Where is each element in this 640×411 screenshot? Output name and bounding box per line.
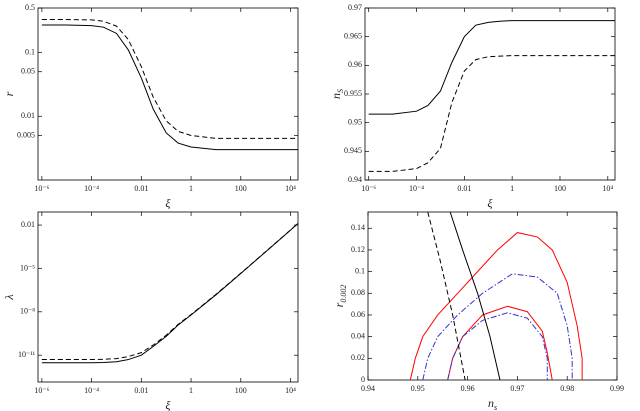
y-tick-label: 0.5 <box>25 3 35 12</box>
x-tick-label: 10⁻⁴ <box>84 386 99 395</box>
series-line <box>41 24 298 151</box>
x-tick-label: 100 <box>235 386 247 395</box>
y-tick-label: 0.1 <box>25 47 35 56</box>
label-base: ξ <box>165 196 171 210</box>
x-tick-label: 0.99 <box>610 384 624 393</box>
x-tick-label: 10⁻⁴ <box>409 184 424 193</box>
series-line <box>447 312 548 381</box>
y-tick-label: 0.97 <box>348 3 362 12</box>
series-line <box>41 19 298 139</box>
x-tick-label: 10⁴ <box>285 184 296 193</box>
y-tick-label: 0.14 <box>351 223 365 232</box>
x-tick-label: 10⁴ <box>285 386 296 395</box>
label-base: r <box>332 302 346 307</box>
x-tick-label: 0.96 <box>461 384 475 393</box>
x-tick-label: 0.01 <box>134 386 148 395</box>
plot-frame <box>367 211 618 381</box>
y-tick-label: 0.965 <box>344 31 362 40</box>
series-line <box>41 223 299 364</box>
x-axis-label: ns <box>488 396 497 411</box>
y-tick-label: 0.01 <box>21 220 35 229</box>
y-axis-label: nS <box>329 89 346 99</box>
y-axis-label: r <box>2 91 16 96</box>
series-line <box>447 305 553 381</box>
y-tick-label: 0.94 <box>348 175 362 184</box>
y-tick-label: 0.955 <box>344 89 362 98</box>
x-tick-label: 0.01 <box>457 184 471 193</box>
y-axis-label: r0.002 <box>332 285 349 308</box>
plot-frame <box>37 211 299 383</box>
x-tick-label: 10⁻⁶ <box>361 184 376 193</box>
label-base: n <box>488 396 494 410</box>
x-tick-label: 10⁻⁶ <box>34 184 49 193</box>
label-base: ξ <box>487 196 493 210</box>
y-tick-label: 0 <box>361 375 365 384</box>
series-line <box>368 20 615 115</box>
series-line <box>368 55 615 172</box>
series-line <box>41 223 299 361</box>
y-axis-label: λ <box>2 294 16 300</box>
x-tick-label: 1 <box>510 184 514 193</box>
y-tick-label: 0.08 <box>351 288 365 297</box>
label-base: n <box>329 93 343 99</box>
plot-frame <box>364 7 616 181</box>
x-tick-label: 10⁻⁶ <box>34 386 49 395</box>
x-tick-label: 0.97 <box>510 384 524 393</box>
plot-frame <box>37 7 299 181</box>
y-tick-label: 0.06 <box>351 310 365 319</box>
label-sub: 0.002 <box>339 285 348 303</box>
y-tick-label: 0.02 <box>351 353 365 362</box>
series-line <box>449 211 501 381</box>
label-base: r <box>2 91 16 96</box>
x-tick-label: 0.01 <box>134 184 148 193</box>
y-tick-label: 0.96 <box>348 60 362 69</box>
label-sub: s <box>494 403 497 411</box>
y-tick-label: 0.04 <box>351 331 365 340</box>
x-tick-label: 100 <box>235 184 247 193</box>
series-line <box>422 273 573 381</box>
y-tick-label: 0.95 <box>348 117 362 126</box>
x-tick-label: 0.94 <box>361 384 375 393</box>
series-line <box>409 232 583 381</box>
x-tick-label: 0.98 <box>560 384 574 393</box>
y-tick-label: 10⁻⁸ <box>20 307 35 316</box>
x-axis-label: ξ <box>165 398 171 411</box>
x-tick-label: 1 <box>189 184 193 193</box>
x-axis-label: ξ <box>165 196 171 210</box>
y-tick-label: 0.12 <box>351 245 365 254</box>
label-sub: S <box>336 89 345 93</box>
label-base: ξ <box>165 398 171 411</box>
x-tick-label: 100 <box>554 184 566 193</box>
y-tick-label: 0.01 <box>21 111 35 120</box>
y-tick-label: 10⁻¹¹ <box>18 350 36 359</box>
label-base: λ <box>2 294 16 300</box>
x-tick-label: 1 <box>189 386 193 395</box>
x-tick-label: 10⁻⁴ <box>84 184 99 193</box>
x-tick-label: 0.95 <box>411 384 425 393</box>
series-line <box>427 211 466 381</box>
y-tick-label: 10⁻⁵ <box>20 263 35 272</box>
y-tick-label: 0.945 <box>344 146 362 155</box>
x-tick-label: 10⁴ <box>602 184 613 193</box>
y-tick-label: 0.1 <box>355 266 365 275</box>
y-tick-label: 0.005 <box>17 130 35 139</box>
x-axis-label: ξ <box>487 196 493 210</box>
y-tick-label: 0.05 <box>21 67 35 76</box>
